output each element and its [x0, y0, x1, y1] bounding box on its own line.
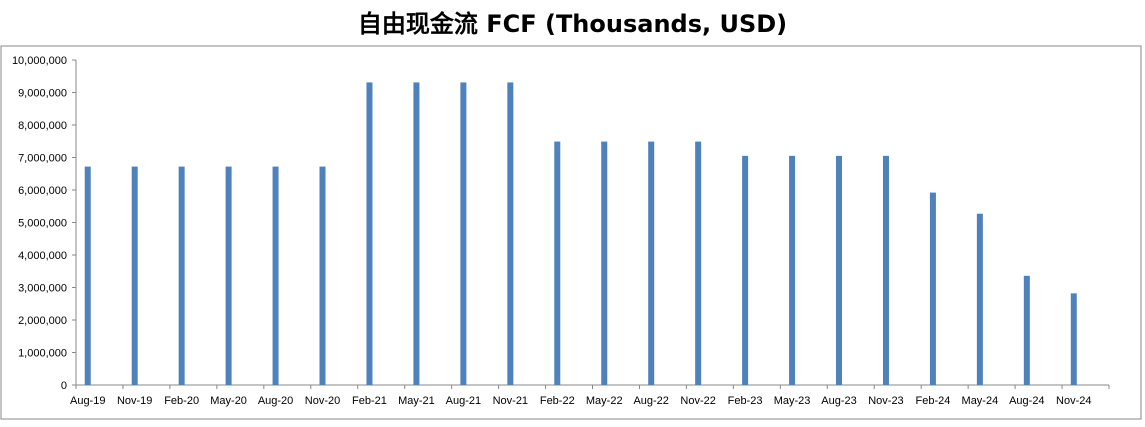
y-tick-label: 9,000,000 — [18, 88, 67, 100]
y-tick-label: 0 — [61, 380, 67, 392]
y-tick-label: 7,000,000 — [18, 153, 67, 165]
bar — [789, 155, 796, 385]
x-tick-label: Nov-22 — [680, 395, 715, 407]
bar — [554, 141, 561, 385]
bar — [319, 166, 326, 385]
bar — [460, 82, 467, 386]
y-tick-label: 4,000,000 — [18, 250, 67, 262]
x-tick-label: Feb-22 — [540, 395, 575, 407]
x-tick-label: Nov-24 — [1056, 395, 1091, 407]
y-tick-label: 1,000,000 — [18, 348, 67, 360]
bar — [976, 213, 983, 385]
x-tick-label: Feb-24 — [915, 395, 950, 407]
x-tick-label: Aug-21 — [446, 395, 481, 407]
x-tick-label: Aug-20 — [258, 395, 293, 407]
x-tick-label: Nov-21 — [493, 395, 528, 407]
x-tick-label: Feb-21 — [352, 395, 387, 407]
bar-series — [84, 82, 1077, 386]
bar — [366, 82, 373, 386]
x-tick-label: Nov-23 — [868, 395, 903, 407]
bar — [84, 166, 91, 385]
x-tick-label: Aug-24 — [1009, 395, 1044, 407]
plot-area-border — [0, 45, 1142, 420]
bar — [742, 155, 749, 385]
y-tick-label: 2,000,000 — [18, 315, 67, 327]
bar — [413, 82, 420, 386]
y-tick-label: 8,000,000 — [18, 120, 67, 132]
x-tick-label: May-20 — [210, 395, 247, 407]
x-tick-label: Nov-20 — [305, 395, 340, 407]
bar — [131, 166, 138, 385]
x-tick-label: May-22 — [586, 395, 623, 407]
bar — [178, 166, 185, 385]
chart-title: 自由现金流 FCF (Thousands, USD) — [357, 10, 788, 38]
x-tick-label: Aug-19 — [70, 395, 105, 407]
x-tick-label: Aug-23 — [821, 395, 856, 407]
y-tick-label: 6,000,000 — [18, 185, 67, 197]
bar — [1070, 293, 1077, 385]
x-tick-label: May-23 — [774, 395, 811, 407]
bar — [225, 166, 232, 385]
bar — [272, 166, 279, 385]
bar — [1023, 275, 1030, 385]
x-tick-label: Nov-19 — [117, 395, 152, 407]
bar — [882, 155, 889, 385]
bar — [507, 82, 514, 386]
y-tick-label: 10,000,000 — [12, 55, 67, 67]
y-tick-label: 5,000,000 — [18, 218, 67, 230]
bar — [929, 192, 936, 385]
bar — [695, 141, 702, 385]
bar — [836, 155, 843, 385]
y-axis: 0 1,000,000 2,000,000 3,000,000 4,000,000 5,0… — [12, 55, 77, 392]
x-tick-label: May-24 — [962, 395, 999, 407]
x-axis: Aug-19 Nov-19 Feb-20 May-20 Aug-20 Nov-20 Feb-… — [70, 384, 1110, 407]
x-tick-label: Aug-22 — [633, 395, 668, 407]
x-tick-label: Feb-23 — [728, 395, 763, 407]
bar — [601, 141, 608, 385]
x-tick-label: Feb-20 — [164, 395, 199, 407]
y-tick-label: 3,000,000 — [18, 283, 67, 295]
bar — [648, 141, 655, 385]
x-tick-label: May-21 — [398, 395, 435, 407]
